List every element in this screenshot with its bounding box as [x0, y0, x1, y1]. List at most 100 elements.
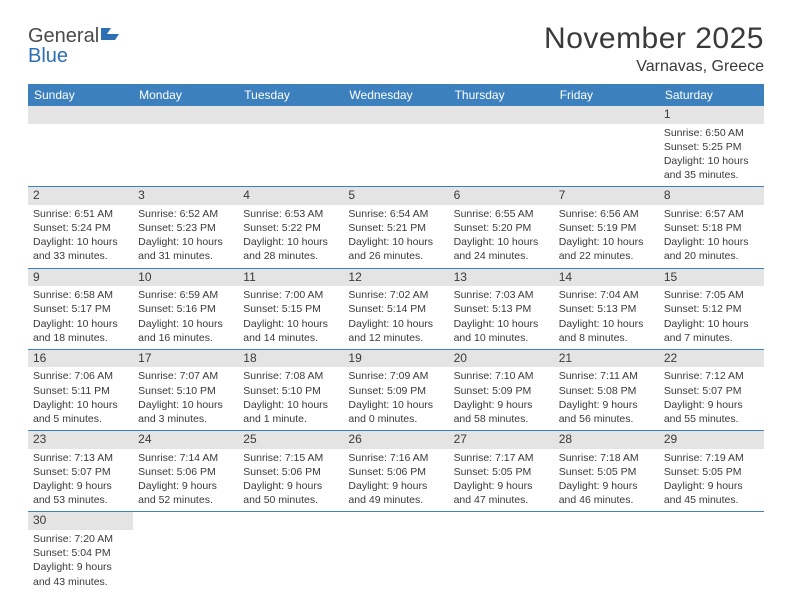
day-number: 27 [449, 431, 554, 449]
brand-part1: General [28, 25, 99, 47]
day-number: 20 [449, 350, 554, 368]
calendar-cell: 2Sunrise: 6:51 AMSunset: 5:24 PMDaylight… [28, 187, 133, 268]
daynum-bar-empty [133, 106, 238, 124]
day-details: Sunrise: 7:07 AMSunset: 5:10 PMDaylight:… [133, 367, 238, 430]
day-details: Sunrise: 6:52 AMSunset: 5:23 PMDaylight:… [133, 205, 238, 268]
day-number: 23 [28, 431, 133, 449]
calendar-cell: 22Sunrise: 7:12 AMSunset: 5:07 PMDayligh… [659, 349, 764, 430]
calendar-cell: 11Sunrise: 7:00 AMSunset: 5:15 PMDayligh… [238, 268, 343, 349]
calendar-cell [343, 106, 448, 187]
calendar-cell: 10Sunrise: 6:59 AMSunset: 5:16 PMDayligh… [133, 268, 238, 349]
weekday-header: Wednesday [343, 84, 448, 106]
day-number: 13 [449, 269, 554, 287]
day-details: Sunrise: 7:00 AMSunset: 5:15 PMDaylight:… [238, 286, 343, 349]
calendar-cell: 26Sunrise: 7:16 AMSunset: 5:06 PMDayligh… [343, 431, 448, 512]
day-details: Sunrise: 7:13 AMSunset: 5:07 PMDaylight:… [28, 449, 133, 512]
day-number: 15 [659, 269, 764, 287]
day-number: 24 [133, 431, 238, 449]
day-details: Sunrise: 7:04 AMSunset: 5:13 PMDaylight:… [554, 286, 659, 349]
day-details: Sunrise: 6:53 AMSunset: 5:22 PMDaylight:… [238, 205, 343, 268]
day-details: Sunrise: 7:14 AMSunset: 5:06 PMDaylight:… [133, 449, 238, 512]
calendar-cell: 9Sunrise: 6:58 AMSunset: 5:17 PMDaylight… [28, 268, 133, 349]
calendar-cell: 29Sunrise: 7:19 AMSunset: 5:05 PMDayligh… [659, 431, 764, 512]
daynum-bar-empty [28, 106, 133, 124]
day-number: 19 [343, 350, 448, 368]
day-number: 4 [238, 187, 343, 205]
day-number: 22 [659, 350, 764, 368]
calendar-cell: 3Sunrise: 6:52 AMSunset: 5:23 PMDaylight… [133, 187, 238, 268]
day-details: Sunrise: 7:17 AMSunset: 5:05 PMDaylight:… [449, 449, 554, 512]
weekday-header: Monday [133, 84, 238, 106]
day-number: 1 [659, 106, 764, 124]
calendar-cell [238, 106, 343, 187]
brand-logo: GeneralBlue [28, 26, 125, 66]
day-number: 11 [238, 269, 343, 287]
weekday-header: Friday [554, 84, 659, 106]
day-number: 17 [133, 350, 238, 368]
day-details: Sunrise: 7:18 AMSunset: 5:05 PMDaylight:… [554, 449, 659, 512]
calendar-cell [133, 512, 238, 593]
day-number: 26 [343, 431, 448, 449]
calendar-cell: 8Sunrise: 6:57 AMSunset: 5:18 PMDaylight… [659, 187, 764, 268]
calendar-cell: 13Sunrise: 7:03 AMSunset: 5:13 PMDayligh… [449, 268, 554, 349]
day-number: 25 [238, 431, 343, 449]
calendar-cell: 5Sunrise: 6:54 AMSunset: 5:21 PMDaylight… [343, 187, 448, 268]
day-number: 3 [133, 187, 238, 205]
calendar-table: SundayMondayTuesdayWednesdayThursdayFrid… [28, 84, 764, 593]
day-details: Sunrise: 6:55 AMSunset: 5:20 PMDaylight:… [449, 205, 554, 268]
calendar-cell: 7Sunrise: 6:56 AMSunset: 5:19 PMDaylight… [554, 187, 659, 268]
header: GeneralBlue November 2025 Varnavas, Gree… [28, 22, 764, 76]
day-details: Sunrise: 7:20 AMSunset: 5:04 PMDaylight:… [28, 530, 133, 593]
day-details: Sunrise: 6:56 AMSunset: 5:19 PMDaylight:… [554, 205, 659, 268]
daynum-bar-empty [449, 106, 554, 124]
calendar-cell: 4Sunrise: 6:53 AMSunset: 5:22 PMDaylight… [238, 187, 343, 268]
day-details: Sunrise: 6:58 AMSunset: 5:17 PMDaylight:… [28, 286, 133, 349]
calendar-cell: 18Sunrise: 7:08 AMSunset: 5:10 PMDayligh… [238, 349, 343, 430]
weekday-header: Tuesday [238, 84, 343, 106]
brand-part2: Blue [28, 45, 68, 67]
calendar-cell: 23Sunrise: 7:13 AMSunset: 5:07 PMDayligh… [28, 431, 133, 512]
day-number: 12 [343, 269, 448, 287]
day-number: 30 [28, 512, 133, 530]
calendar-cell: 20Sunrise: 7:10 AMSunset: 5:09 PMDayligh… [449, 349, 554, 430]
calendar-cell: 1Sunrise: 6:50 AMSunset: 5:25 PMDaylight… [659, 106, 764, 187]
day-details: Sunrise: 6:50 AMSunset: 5:25 PMDaylight:… [659, 124, 764, 187]
calendar-cell: 30Sunrise: 7:20 AMSunset: 5:04 PMDayligh… [28, 512, 133, 593]
calendar-cell: 14Sunrise: 7:04 AMSunset: 5:13 PMDayligh… [554, 268, 659, 349]
day-number: 14 [554, 269, 659, 287]
daynum-bar-empty [343, 106, 448, 124]
weekday-header: Thursday [449, 84, 554, 106]
weekday-header: Saturday [659, 84, 764, 106]
day-details: Sunrise: 7:03 AMSunset: 5:13 PMDaylight:… [449, 286, 554, 349]
day-details: Sunrise: 7:08 AMSunset: 5:10 PMDaylight:… [238, 367, 343, 430]
calendar-cell [238, 512, 343, 593]
daynum-bar-empty [554, 106, 659, 124]
calendar-cell [133, 106, 238, 187]
day-number: 16 [28, 350, 133, 368]
calendar-cell: 25Sunrise: 7:15 AMSunset: 5:06 PMDayligh… [238, 431, 343, 512]
calendar-cell [659, 512, 764, 593]
calendar-cell: 21Sunrise: 7:11 AMSunset: 5:08 PMDayligh… [554, 349, 659, 430]
day-number: 18 [238, 350, 343, 368]
day-details: Sunrise: 7:11 AMSunset: 5:08 PMDaylight:… [554, 367, 659, 430]
calendar-cell: 12Sunrise: 7:02 AMSunset: 5:14 PMDayligh… [343, 268, 448, 349]
day-details: Sunrise: 6:59 AMSunset: 5:16 PMDaylight:… [133, 286, 238, 349]
calendar-cell: 6Sunrise: 6:55 AMSunset: 5:20 PMDaylight… [449, 187, 554, 268]
weekday-header: Sunday [28, 84, 133, 106]
day-details: Sunrise: 7:10 AMSunset: 5:09 PMDaylight:… [449, 367, 554, 430]
day-details: Sunrise: 7:06 AMSunset: 5:11 PMDaylight:… [28, 367, 133, 430]
calendar-cell [28, 106, 133, 187]
day-number: 29 [659, 431, 764, 449]
calendar-cell [554, 512, 659, 593]
calendar-cell: 15Sunrise: 7:05 AMSunset: 5:12 PMDayligh… [659, 268, 764, 349]
page-title: November 2025 [544, 22, 764, 56]
day-details: Sunrise: 7:09 AMSunset: 5:09 PMDaylight:… [343, 367, 448, 430]
flag-icon [101, 26, 125, 46]
day-details: Sunrise: 6:51 AMSunset: 5:24 PMDaylight:… [28, 205, 133, 268]
daynum-bar-empty [238, 106, 343, 124]
calendar-cell: 24Sunrise: 7:14 AMSunset: 5:06 PMDayligh… [133, 431, 238, 512]
calendar-cell [449, 512, 554, 593]
day-number: 9 [28, 269, 133, 287]
day-details: Sunrise: 7:19 AMSunset: 5:05 PMDaylight:… [659, 449, 764, 512]
day-number: 5 [343, 187, 448, 205]
